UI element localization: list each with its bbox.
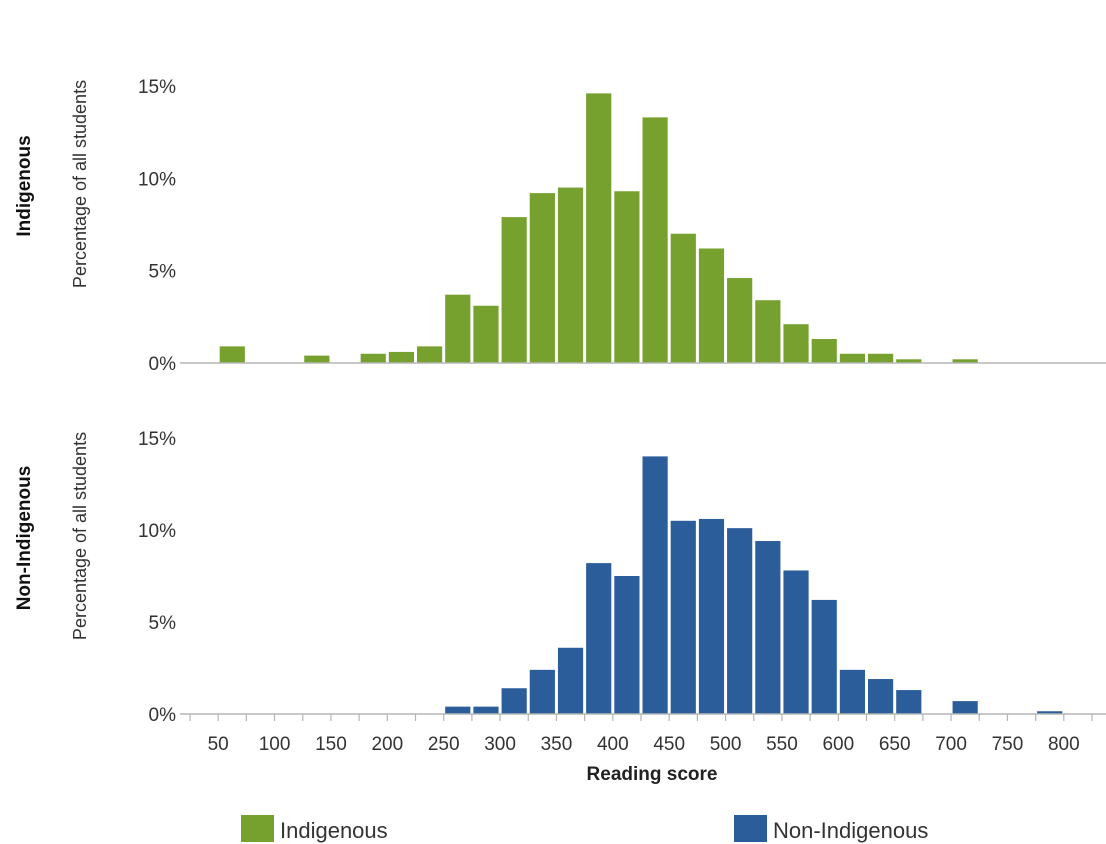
bar-non-indigenous xyxy=(473,707,498,714)
bar-non-indigenous xyxy=(699,519,724,714)
y-axis-title-non-indigenous: Percentage of all students xyxy=(70,432,90,640)
x-tick-label: 450 xyxy=(653,734,685,755)
bars-non-indigenous xyxy=(445,456,1062,714)
bar-indigenous xyxy=(755,300,780,363)
x-tick-label: 250 xyxy=(428,734,460,755)
x-tick-label: 300 xyxy=(484,734,516,755)
x-tick-label: 400 xyxy=(597,734,629,755)
bar-indigenous xyxy=(445,295,470,363)
y-tick-labels-indigenous: 0% 5% 10% 15% xyxy=(138,77,176,375)
bar-indigenous xyxy=(530,193,555,363)
bar-non-indigenous xyxy=(586,563,611,714)
legend: Indigenous Non-Indigenous xyxy=(241,815,928,843)
y-tick-label: 0% xyxy=(149,354,177,375)
bar-indigenous xyxy=(389,352,414,363)
x-tick-label: 200 xyxy=(371,734,403,755)
x-tick-marks xyxy=(190,714,1092,721)
bar-indigenous xyxy=(614,191,639,363)
legend-item-non-indigenous: Non-Indigenous xyxy=(734,815,928,843)
x-tick-labels: 50 100 150 200 250 300 350 400 450 500 550 600 650 70… xyxy=(208,734,1080,755)
bar-non-indigenous xyxy=(783,570,808,714)
y-tick-label: 0% xyxy=(149,705,177,726)
x-tick-label: 700 xyxy=(935,734,967,755)
bar-non-indigenous xyxy=(614,576,639,714)
bar-non-indigenous xyxy=(755,541,780,714)
y-tick-label: 15% xyxy=(138,429,176,450)
bar-non-indigenous xyxy=(896,690,921,714)
y-tick-label: 15% xyxy=(138,77,176,98)
bar-non-indigenous xyxy=(953,701,978,714)
bar-non-indigenous xyxy=(530,670,555,714)
x-tick-label: 600 xyxy=(822,734,854,755)
y-tick-label: 5% xyxy=(149,262,177,283)
bar-indigenous xyxy=(643,117,668,363)
bar-indigenous xyxy=(304,356,329,363)
bar-indigenous xyxy=(220,346,245,363)
y-tick-label: 10% xyxy=(138,169,176,190)
y-axis-title-indigenous: Percentage of all students xyxy=(70,80,90,288)
bar-non-indigenous xyxy=(445,707,470,714)
x-tick-label: 650 xyxy=(879,734,911,755)
bar-indigenous xyxy=(868,354,893,363)
bar-non-indigenous xyxy=(671,521,696,714)
y-tick-label: 5% xyxy=(149,613,177,634)
x-tick-label: 100 xyxy=(259,734,291,755)
panel-label-indigenous: Indigenous xyxy=(14,135,35,236)
x-axis-title: Reading score xyxy=(587,764,718,785)
bar-indigenous xyxy=(727,278,752,363)
x-tick-label: 500 xyxy=(710,734,742,755)
legend-swatch-indigenous xyxy=(241,815,274,842)
y-tick-label: 10% xyxy=(138,521,176,542)
bar-indigenous xyxy=(671,234,696,363)
legend-label-non-indigenous: Non-Indigenous xyxy=(773,818,928,843)
bar-indigenous xyxy=(783,324,808,363)
bar-indigenous xyxy=(812,339,837,363)
panel-label-non-indigenous: Non-Indigenous xyxy=(14,466,35,611)
panel-non-indigenous: Non-Indigenous Percentage of all student… xyxy=(14,429,1106,726)
bar-indigenous xyxy=(361,354,386,363)
x-tick-label: 150 xyxy=(315,734,347,755)
panel-indigenous: Indigenous Percentage of all students 0%… xyxy=(14,77,1106,375)
bar-non-indigenous xyxy=(840,670,865,714)
bar-indigenous xyxy=(699,249,724,363)
legend-item-indigenous: Indigenous xyxy=(241,815,388,843)
x-tick-label: 550 xyxy=(766,734,798,755)
bar-indigenous xyxy=(417,346,442,363)
bar-non-indigenous xyxy=(727,528,752,714)
bar-non-indigenous xyxy=(502,688,527,714)
x-tick-label: 800 xyxy=(1048,734,1080,755)
bar-indigenous xyxy=(558,188,583,363)
x-tick-label: 350 xyxy=(541,734,573,755)
bar-indigenous xyxy=(502,217,527,363)
bar-indigenous xyxy=(586,93,611,363)
bar-non-indigenous xyxy=(868,679,893,714)
bar-indigenous xyxy=(473,306,498,363)
y-tick-labels-non-indigenous: 0% 5% 10% 15% xyxy=(138,429,176,726)
legend-label-indigenous: Indigenous xyxy=(280,818,388,843)
legend-swatch-non-indigenous xyxy=(734,815,767,842)
bar-indigenous xyxy=(840,354,865,363)
bar-non-indigenous xyxy=(643,456,668,714)
x-tick-label: 750 xyxy=(992,734,1024,755)
x-tick-label: 50 xyxy=(208,734,229,755)
bar-non-indigenous xyxy=(812,600,837,714)
bars-indigenous xyxy=(220,93,978,363)
bar-non-indigenous xyxy=(558,648,583,714)
